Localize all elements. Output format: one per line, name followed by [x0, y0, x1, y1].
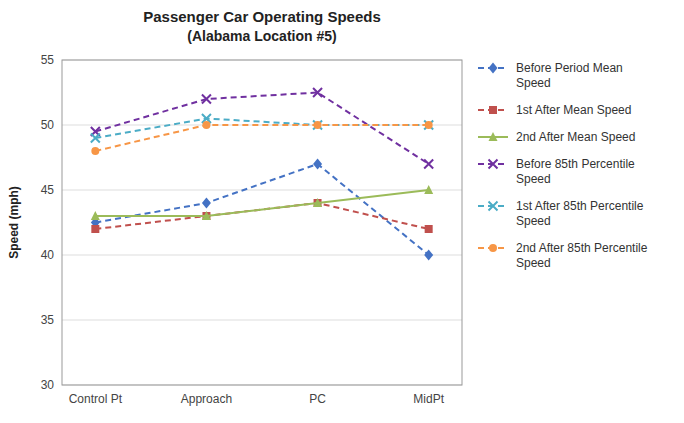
legend-marker [489, 244, 497, 252]
grid-line [62, 320, 462, 321]
y-axis-label: Speed (mph) [7, 186, 21, 259]
legend-label: Before Period MeanSpeed [516, 61, 623, 90]
y-tick-label: 50 [41, 118, 55, 132]
legend-label-line: Speed [516, 214, 551, 228]
grid [62, 60, 462, 385]
y-tick-label: 30 [41, 378, 55, 392]
marker [91, 211, 100, 220]
title: Passenger Car Operating Speeds [143, 8, 381, 25]
series-group [91, 88, 433, 261]
y-tick-label: 35 [41, 313, 55, 327]
legend-marker [489, 106, 497, 114]
series [91, 185, 433, 220]
legend-label-line: 2nd After 85th Percentile [516, 241, 648, 255]
marker [202, 95, 211, 104]
subtitle: (Alabama Location #5) [187, 28, 336, 44]
legend-label-line: Before 85th Percentile [516, 157, 635, 171]
marker [313, 121, 322, 130]
legend-marker [489, 202, 498, 211]
legend-label-line: Before Period Mean [516, 61, 623, 75]
marker [424, 160, 433, 169]
line [95, 164, 428, 255]
legend-label: 2nd After Mean Speed [516, 130, 635, 144]
plot-frame [62, 60, 462, 385]
marker [202, 198, 211, 209]
marker [313, 159, 322, 170]
y-tick-label: 45 [41, 183, 55, 197]
series [91, 88, 433, 169]
legend-label: 2nd After 85th PercentileSpeed [516, 241, 648, 270]
chart: Passenger Car Operating Speeds (Alabama L… [0, 0, 684, 423]
grid-line [62, 125, 462, 126]
x-tick-label: Approach [181, 392, 232, 406]
legend-marker [489, 160, 498, 169]
legend-label-line: Speed [516, 256, 551, 270]
line [95, 93, 428, 165]
marker [425, 225, 433, 233]
y-tick-label: 40 [41, 248, 55, 262]
legend-label: Before 85th PercentileSpeed [516, 157, 635, 186]
legend-marker [489, 132, 498, 141]
marker [424, 250, 433, 261]
grid-line [62, 255, 462, 256]
marker [313, 88, 322, 97]
marker [91, 147, 99, 155]
y-tick-label: 55 [41, 53, 55, 67]
line [95, 125, 428, 151]
series [91, 121, 432, 155]
legend: Before Period MeanSpeed1st After Mean Sp… [478, 61, 648, 270]
marker [424, 185, 433, 194]
legend-marker [489, 63, 498, 74]
x-tick-label: Control Pt [69, 392, 123, 406]
legend-label-line: 2nd After Mean Speed [516, 130, 635, 144]
marker [202, 211, 211, 220]
series [91, 114, 433, 143]
marker [313, 198, 322, 207]
grid-line [62, 190, 462, 191]
marker [424, 121, 433, 130]
marker [91, 225, 99, 233]
legend-label-line: 1st After 85th Percentile [516, 199, 644, 213]
marker [202, 121, 210, 129]
legend-label: 1st After Mean Speed [516, 103, 631, 117]
x-tick-label: PC [309, 392, 326, 406]
x-tick-label: MidPt [413, 392, 444, 406]
line [95, 119, 428, 139]
marker [314, 121, 322, 129]
series [91, 159, 433, 261]
legend-label-line: Speed [516, 172, 551, 186]
marker [425, 121, 433, 129]
line [95, 190, 428, 216]
legend-label: 1st After 85th PercentileSpeed [516, 199, 644, 228]
marker [91, 134, 100, 143]
legend-label-line: Speed [516, 76, 551, 90]
legend-label-line: 1st After Mean Speed [516, 103, 631, 117]
